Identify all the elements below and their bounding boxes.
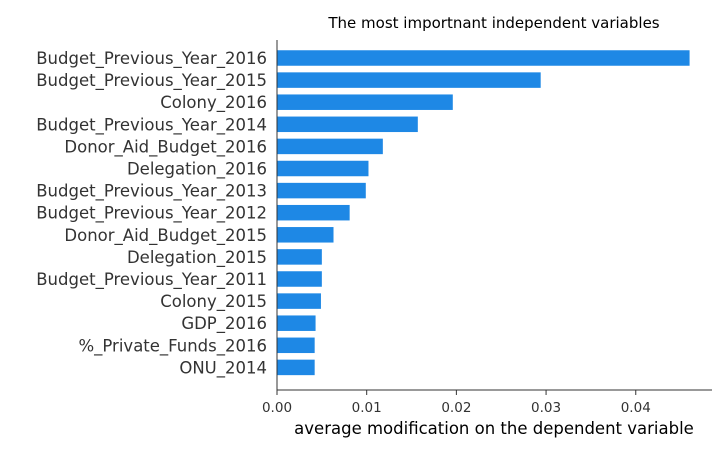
bar-7 xyxy=(277,204,350,221)
bar-6 xyxy=(277,182,366,199)
category-label-9: Delegation_2015 xyxy=(127,248,267,268)
bar-2 xyxy=(277,94,453,110)
chart-title: The most importnant independent variable… xyxy=(327,14,659,32)
bar-11 xyxy=(277,293,321,309)
category-label-5: Delegation_2016 xyxy=(127,160,267,180)
category-label-14: ONU_2014 xyxy=(179,358,267,378)
bar-13 xyxy=(277,337,315,354)
bar-1 xyxy=(277,72,541,88)
x-axis-label: average modification on the dependent va… xyxy=(294,419,694,438)
category-label-12: GDP_2016 xyxy=(181,314,267,334)
x-tick-label-4: 0.04 xyxy=(621,400,651,416)
category-label-1: Budget_Previous_Year_2015 xyxy=(36,71,267,91)
x-tick-label-3: 0.03 xyxy=(531,400,561,416)
category-label-2: Colony_2016 xyxy=(160,93,267,113)
category-label-4: Donor_Aid_Budget_2016 xyxy=(64,137,267,157)
category-labels: Budget_Previous_Year_2016Budget_Previous… xyxy=(36,49,267,378)
x-tick-label-2: 0.02 xyxy=(441,400,471,416)
category-label-7: Budget_Previous_Year_2012 xyxy=(36,204,267,224)
category-label-0: Budget_Previous_Year_2016 xyxy=(36,49,267,69)
bar-3 xyxy=(277,116,418,133)
bar-14 xyxy=(277,359,315,376)
bar-0 xyxy=(277,50,690,66)
category-label-3: Budget_Previous_Year_2014 xyxy=(36,115,267,135)
bars-group xyxy=(277,50,690,376)
x-tick-label-1: 0.01 xyxy=(352,400,382,416)
bar-10 xyxy=(277,271,322,287)
x-ticks: 0.00 0.01 0.02 0.03 0.04 xyxy=(262,390,651,416)
bar-8 xyxy=(277,227,334,243)
bar-9 xyxy=(277,249,322,265)
category-label-13: %_Private_Funds_2016 xyxy=(78,336,267,356)
bar-12 xyxy=(277,315,316,331)
category-label-10: Budget_Previous_Year_2011 xyxy=(36,270,267,290)
x-tick-label-0: 0.00 xyxy=(262,400,292,416)
category-label-11: Colony_2015 xyxy=(160,292,267,312)
bar-5 xyxy=(277,160,369,177)
bar-4 xyxy=(277,138,383,155)
category-label-8: Donor_Aid_Budget_2015 xyxy=(64,226,267,246)
category-label-6: Budget_Previous_Year_2013 xyxy=(36,182,267,202)
